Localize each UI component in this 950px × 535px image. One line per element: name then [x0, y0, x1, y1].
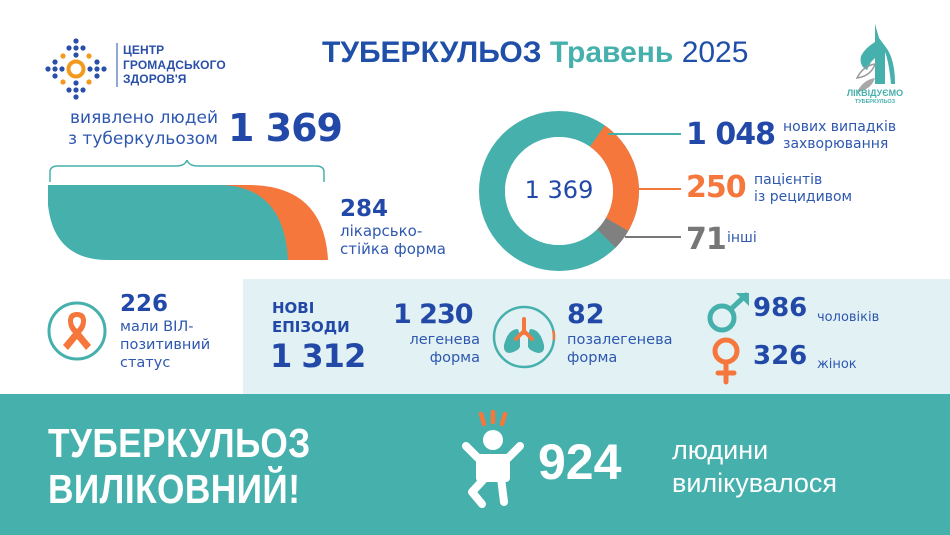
campaign-logo-text: ЛІКВІДУЄМО: [846, 88, 904, 98]
detected-label: виявлено людей з туберкульозом: [48, 108, 218, 150]
hiv-label-line: статус: [120, 355, 171, 371]
extrapulmonary-label-line: форма: [567, 350, 618, 366]
leader-line-other: [625, 236, 681, 238]
slogan-line: ТУБЕРКУЛЬОЗ: [48, 420, 311, 466]
resistant-number: 284: [340, 196, 389, 222]
new-cases-label: нових випадків захворювання: [783, 119, 896, 153]
relapse-label-line: пацієнтів: [754, 172, 823, 188]
female-symbol-icon: [712, 337, 740, 385]
extrapulmonary-label-line: позалегенева: [567, 332, 673, 348]
cured-label-line: вилікувалося: [672, 468, 838, 498]
new-episodes-label-line: ЕПІЗОДИ: [272, 318, 350, 336]
detected-label-line: з туберкульозом: [67, 129, 218, 149]
extrapulmonary-number: 82: [567, 299, 605, 330]
slogan-line: ВИЛІКОВНИЙ!: [48, 466, 301, 512]
brace-icon: [49, 160, 325, 182]
resistant-label-line: стійка форма: [340, 240, 446, 258]
pulmonary-number: 1 230: [393, 299, 474, 330]
page-title: ТУБЕРКУЛЬОЗ Травень 2025: [322, 36, 748, 70]
female-label: жінок: [817, 357, 857, 372]
new-episodes-number: 1 312: [270, 337, 366, 375]
public-health-center-logo-icon: [45, 38, 107, 100]
logo-divider: [116, 43, 118, 87]
awareness-ribbon-icon: [47, 301, 107, 361]
resistant-label-line: лікарсько-: [340, 222, 423, 240]
cured-label-line: людини: [672, 435, 769, 465]
new-cases-label-line: нових випадків: [783, 119, 897, 135]
lungs-icon: [492, 305, 556, 369]
relapse-number: 250: [686, 170, 747, 205]
new-cases-number: 1 048: [686, 117, 776, 152]
hiv-number: 226: [120, 291, 169, 317]
title-year: 2025: [681, 36, 749, 69]
title-disease: ТУБЕРКУЛЬОЗ: [322, 36, 542, 69]
relapse-label: пацієнтів із рецидивом: [754, 172, 852, 206]
happy-person-icon: [462, 410, 524, 508]
leader-line-new: [608, 133, 681, 135]
other-number: 71: [686, 222, 727, 257]
new-episodes-label: НОВІ ЕПІЗОДИ: [272, 299, 350, 337]
relapse-label-line: із рецидивом: [754, 189, 853, 205]
public-health-center-logo-text: ЦЕНТР ГРОМАДСЬКОГО ЗДОРОВ'Я: [123, 43, 226, 87]
female-number: 326: [753, 341, 808, 371]
pulmonary-label-line: форма: [429, 350, 480, 366]
new-cases-label-line: захворювання: [783, 136, 889, 152]
new-episodes-panel: [243, 279, 950, 394]
logo-text-line: ГРОМАДСЬКОГО: [123, 57, 226, 72]
title-month: Травень: [549, 36, 674, 69]
cases-donut-chart: [479, 111, 639, 271]
cured-banner: [0, 394, 950, 535]
other-label: інші: [727, 230, 757, 246]
male-number: 986: [753, 293, 808, 323]
logo-text-line: ЗДОРОВ'Я: [123, 72, 187, 86]
extrapulmonary-label: позалегенева форма: [567, 331, 673, 367]
resistant-share-bar: [48, 185, 328, 260]
donut-center-total: 1 369: [524, 176, 594, 204]
hiv-label: мали ВІЛ- позитивний статус: [120, 318, 210, 372]
detected-total: 1 369: [228, 106, 343, 150]
campaign-logo-subtext: ТУБЕРКУЛЬОЗ: [854, 99, 896, 105]
cured-number: 924: [538, 434, 622, 490]
pulmonary-label-line: легенева: [409, 332, 480, 348]
hiv-label-line: позитивний: [120, 337, 211, 353]
eliminate-tb-logo-icon: [855, 24, 895, 92]
logo-text-line: ЦЕНТР: [123, 43, 165, 57]
resistant-label: лікарсько- стійка форма: [340, 222, 446, 258]
hiv-label-line: мали ВІЛ-: [120, 319, 194, 335]
curable-slogan: ТУБЕРКУЛЬОЗ ВИЛІКОВНИЙ!: [48, 420, 311, 512]
new-episodes-label-line: НОВІ: [272, 299, 315, 317]
detected-label-line: виявлено людей: [70, 108, 218, 128]
cured-label: людини вилікувалося: [672, 434, 837, 500]
leader-line-relapse: [637, 188, 681, 190]
male-label: чоловіків: [817, 310, 880, 325]
pulmonary-label: легенева форма: [380, 331, 480, 367]
male-symbol-icon: [707, 292, 749, 333]
